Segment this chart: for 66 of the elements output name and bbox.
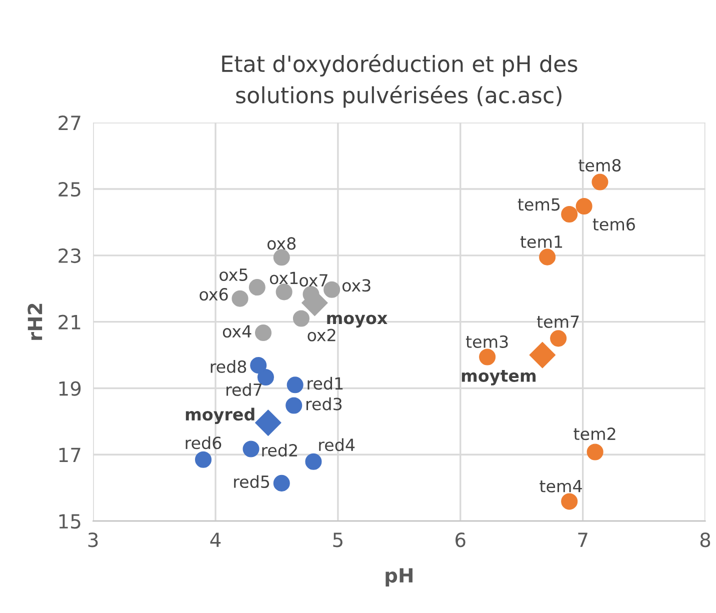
point [479, 348, 496, 366]
annotation: ox1 [270, 272, 298, 284]
point [586, 444, 604, 460]
annotation: red3 [306, 397, 342, 410]
point [286, 397, 302, 414]
annotation: tem5 [518, 198, 560, 211]
point [276, 284, 292, 300]
annotation: red8 [210, 360, 246, 373]
annotation: red6 [186, 436, 222, 450]
annotation: tem4 [540, 480, 582, 492]
annotation: ox6 [200, 288, 228, 301]
x-axis-title: pH [386, 568, 412, 586]
y-tick-label: 23 [58, 248, 80, 264]
y-tick-label: 21 [58, 314, 80, 330]
point [561, 206, 578, 223]
point [248, 279, 266, 296]
point [232, 290, 248, 307]
annotation: tem8 [578, 158, 621, 172]
annotation: tem1 [520, 236, 562, 248]
annotation: ox7 [300, 274, 328, 287]
point [550, 330, 567, 347]
annotation: moytem [462, 370, 536, 386]
x-tick-label: 8 [700, 532, 710, 548]
annotation: red4 [319, 438, 355, 452]
x-tick-label: 6 [456, 532, 466, 548]
annotation: moyox [327, 314, 388, 328]
point [305, 453, 322, 470]
x-tick-label: 3 [88, 532, 98, 548]
point [529, 342, 556, 368]
chart-title: Etat d'oxydoréduction et pH des solutions pulvérisées (ac.asc) [222, 54, 578, 108]
point [292, 310, 310, 327]
point [539, 248, 556, 266]
annotation: ox3 [342, 279, 370, 292]
y-tick-label: 25 [58, 182, 80, 197]
annotation: red2 [262, 444, 297, 457]
point [255, 324, 272, 342]
point [195, 451, 212, 468]
annotation: red1 [308, 376, 343, 390]
point [273, 249, 290, 266]
point [242, 440, 260, 458]
annotation: moyred [186, 408, 254, 424]
annotation: ox2 [308, 328, 336, 342]
annotation: tem7 [536, 316, 579, 328]
x-tick-label: 5 [333, 532, 342, 548]
y-axis-title: rH2 [28, 304, 42, 340]
annotation: tem2 [574, 428, 616, 440]
annotation: ox4 [222, 325, 252, 338]
annotation: ox5 [220, 268, 248, 282]
y-tick-label: 17 [59, 448, 80, 462]
point [250, 357, 267, 374]
point [561, 493, 578, 510]
annotation: tem3 [466, 335, 508, 348]
point [273, 474, 290, 492]
y-tick-label: 19 [59, 381, 81, 396]
annotation: ox8 [267, 237, 296, 250]
annotation: red7 [226, 383, 262, 396]
annotation: red5 [234, 475, 270, 488]
point [255, 410, 282, 436]
x-tick-label: 7 [578, 532, 588, 547]
annotation: tem6 [592, 218, 635, 231]
x-tick-label: 4 [210, 532, 221, 547]
point [286, 376, 304, 394]
y-tick-label: 27 [58, 116, 80, 130]
point [576, 198, 592, 215]
y-tick-label: 15 [59, 514, 80, 529]
point [592, 174, 608, 190]
